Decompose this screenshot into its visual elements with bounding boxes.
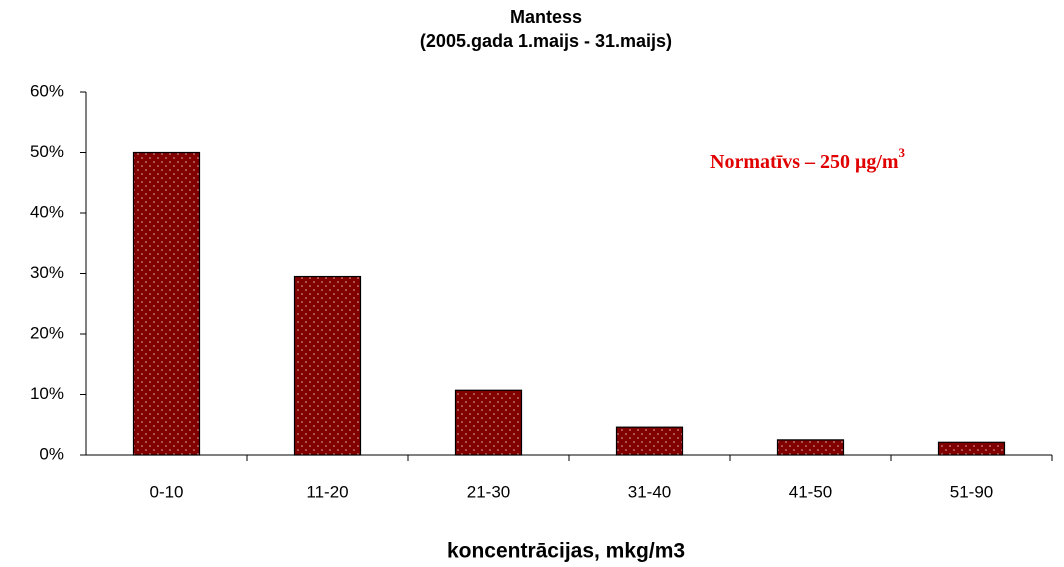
annotation-sup: 3: [899, 145, 906, 160]
bar: [454, 389, 523, 456]
x-tick-label: 0-10: [149, 482, 183, 501]
x-tick-label: 11-20: [306, 482, 348, 501]
x-tick-label: 21-30: [467, 482, 510, 501]
bar: [937, 441, 1006, 456]
chart-title: Mantess: [510, 7, 582, 27]
chart-subtitle: (2005.gada 1.maijs - 31.maijs): [420, 31, 672, 51]
y-tick-label: 10%: [30, 384, 64, 403]
y-tick-label: 0%: [39, 444, 64, 463]
x-axis-label: koncentrācijas, mkg/m3: [447, 540, 685, 563]
x-tick-label: 51-90: [950, 482, 993, 501]
x-tick-label: 41-50: [789, 482, 832, 501]
y-tick-label: 30%: [30, 263, 64, 282]
x-tick-label: 31-40: [628, 482, 671, 501]
annotation: Normatīvs – 250 μg/m3: [710, 145, 906, 173]
bar: [615, 426, 684, 456]
y-tick-label: 60%: [30, 81, 64, 100]
bar: [776, 439, 845, 456]
bar: [132, 151, 201, 456]
y-tick-label: 20%: [30, 323, 64, 342]
y-tick-label: 40%: [30, 202, 64, 221]
y-tick-label: 50%: [30, 142, 64, 161]
bar: [293, 275, 362, 456]
annotation-text: Normatīvs – 250 μg/m: [710, 151, 899, 173]
